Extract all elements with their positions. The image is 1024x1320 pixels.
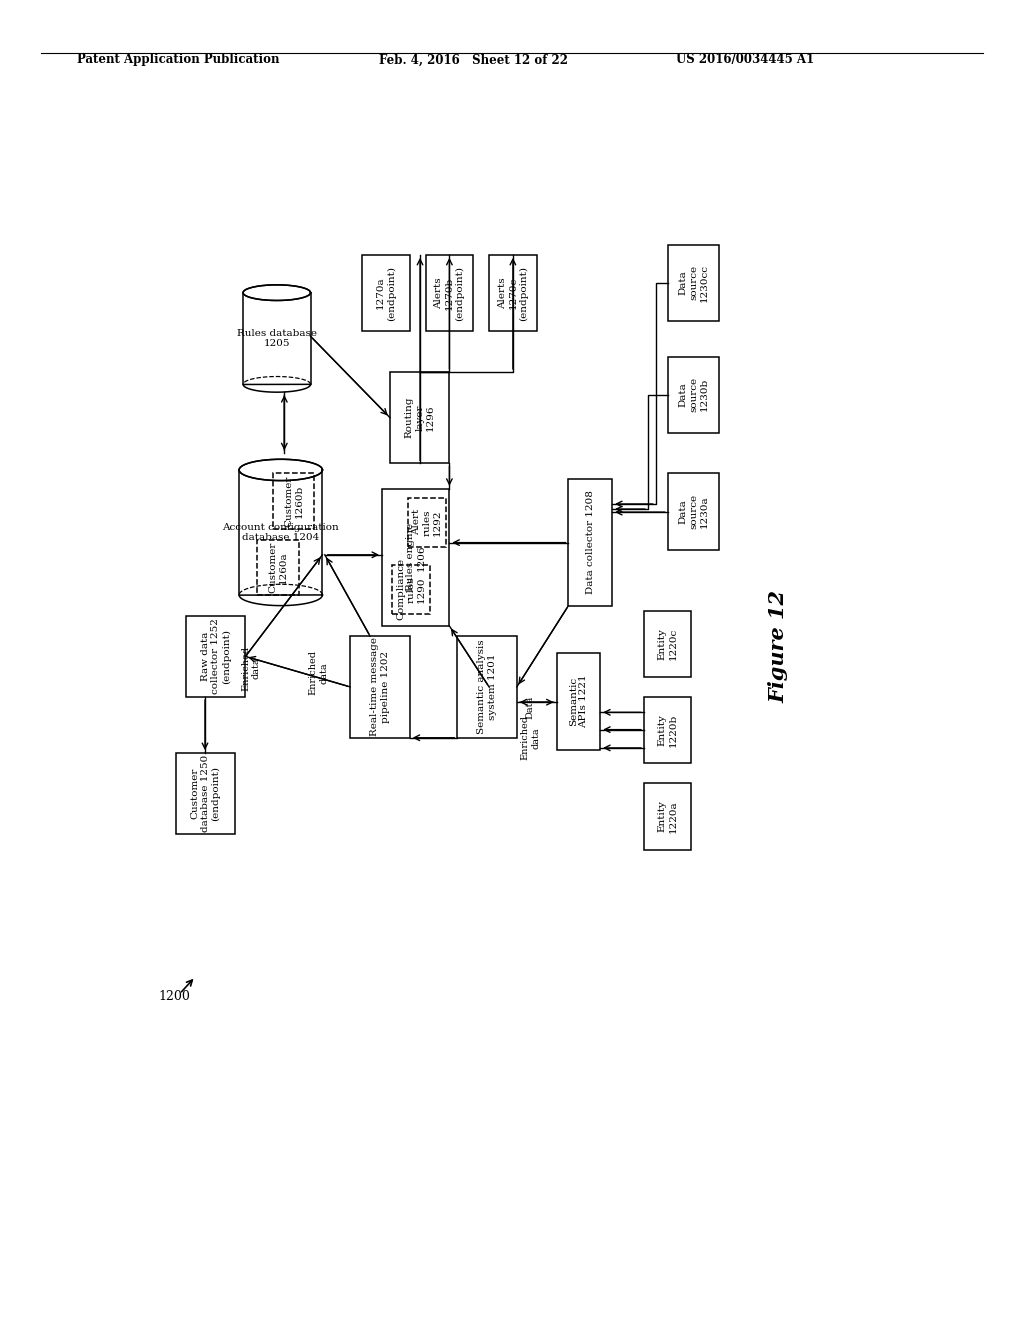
Text: Data collector 1208: Data collector 1208 <box>586 490 595 594</box>
FancyBboxPatch shape <box>390 372 450 463</box>
Text: Compliance
rules
1290: Compliance rules 1290 <box>396 558 426 620</box>
Ellipse shape <box>240 459 323 480</box>
FancyBboxPatch shape <box>458 636 517 738</box>
FancyBboxPatch shape <box>644 784 691 850</box>
Text: Account configuration
database 1204: Account configuration database 1204 <box>222 523 339 543</box>
Text: Entity
1220b: Entity 1220b <box>658 714 677 747</box>
Text: Routing
layer
1296: Routing layer 1296 <box>404 397 434 438</box>
FancyBboxPatch shape <box>644 697 691 763</box>
Text: Customer
1260b: Customer 1260b <box>285 475 303 527</box>
FancyBboxPatch shape <box>186 616 246 697</box>
FancyBboxPatch shape <box>257 540 299 595</box>
Text: Alert
rules
1292: Alert rules 1292 <box>413 510 442 536</box>
Text: Semantic analysis
system 1201: Semantic analysis system 1201 <box>477 640 497 734</box>
Text: Entity
1220c: Entity 1220c <box>658 627 677 660</box>
Text: Rules engine
1206: Rules engine 1206 <box>406 523 425 591</box>
FancyBboxPatch shape <box>568 479 612 606</box>
Text: Figure 12: Figure 12 <box>769 590 788 702</box>
FancyBboxPatch shape <box>644 611 691 677</box>
Text: Raw data
collector 1252
(endpoint): Raw data collector 1252 (endpoint) <box>201 619 230 694</box>
Text: Data: Data <box>526 696 535 719</box>
Text: Alerts
1270c
(endpoint): Alerts 1270c (endpoint) <box>498 265 527 321</box>
Text: Customer
1260a: Customer 1260a <box>268 541 288 593</box>
FancyBboxPatch shape <box>273 474 314 529</box>
Text: Enriched
data: Enriched data <box>242 645 261 692</box>
FancyBboxPatch shape <box>557 653 600 750</box>
Text: Alerts
1270b
(endpoint): Alerts 1270b (endpoint) <box>434 265 464 321</box>
Text: Customer
database 1250
(endpoint): Customer database 1250 (endpoint) <box>190 755 220 833</box>
FancyBboxPatch shape <box>668 244 719 321</box>
Text: Patent Application Publication: Patent Application Publication <box>77 53 280 66</box>
FancyBboxPatch shape <box>392 565 430 614</box>
Ellipse shape <box>243 285 310 301</box>
Bar <box>240 470 323 595</box>
Text: Entity
1220a: Entity 1220a <box>658 800 677 833</box>
Text: Data
source
1230a: Data source 1230a <box>679 494 709 529</box>
FancyBboxPatch shape <box>426 255 473 331</box>
Text: US 2016/0034445 A1: US 2016/0034445 A1 <box>676 53 814 66</box>
Text: Enriched
data: Enriched data <box>309 651 328 696</box>
Text: 1270a
(endpoint): 1270a (endpoint) <box>376 265 395 321</box>
FancyBboxPatch shape <box>409 498 446 546</box>
FancyBboxPatch shape <box>382 488 450 626</box>
Text: Data
source
1230cc: Data source 1230cc <box>679 264 709 302</box>
FancyBboxPatch shape <box>350 636 410 738</box>
Text: Semantic
APIs 1221: Semantic APIs 1221 <box>568 675 588 729</box>
Text: Data
source
1230b: Data source 1230b <box>679 378 709 412</box>
Text: Enriched
data: Enriched data <box>520 715 540 760</box>
FancyBboxPatch shape <box>668 474 719 549</box>
Text: Rules database
1205: Rules database 1205 <box>237 329 316 348</box>
Bar <box>243 293 310 384</box>
Text: Feb. 4, 2016   Sheet 12 of 22: Feb. 4, 2016 Sheet 12 of 22 <box>379 53 568 66</box>
FancyBboxPatch shape <box>362 255 410 331</box>
FancyBboxPatch shape <box>668 356 719 433</box>
Text: 1200: 1200 <box>158 990 190 1003</box>
FancyBboxPatch shape <box>489 255 537 331</box>
Text: Real-time message
pipeline 1202: Real-time message pipeline 1202 <box>371 638 390 737</box>
FancyBboxPatch shape <box>176 752 236 834</box>
